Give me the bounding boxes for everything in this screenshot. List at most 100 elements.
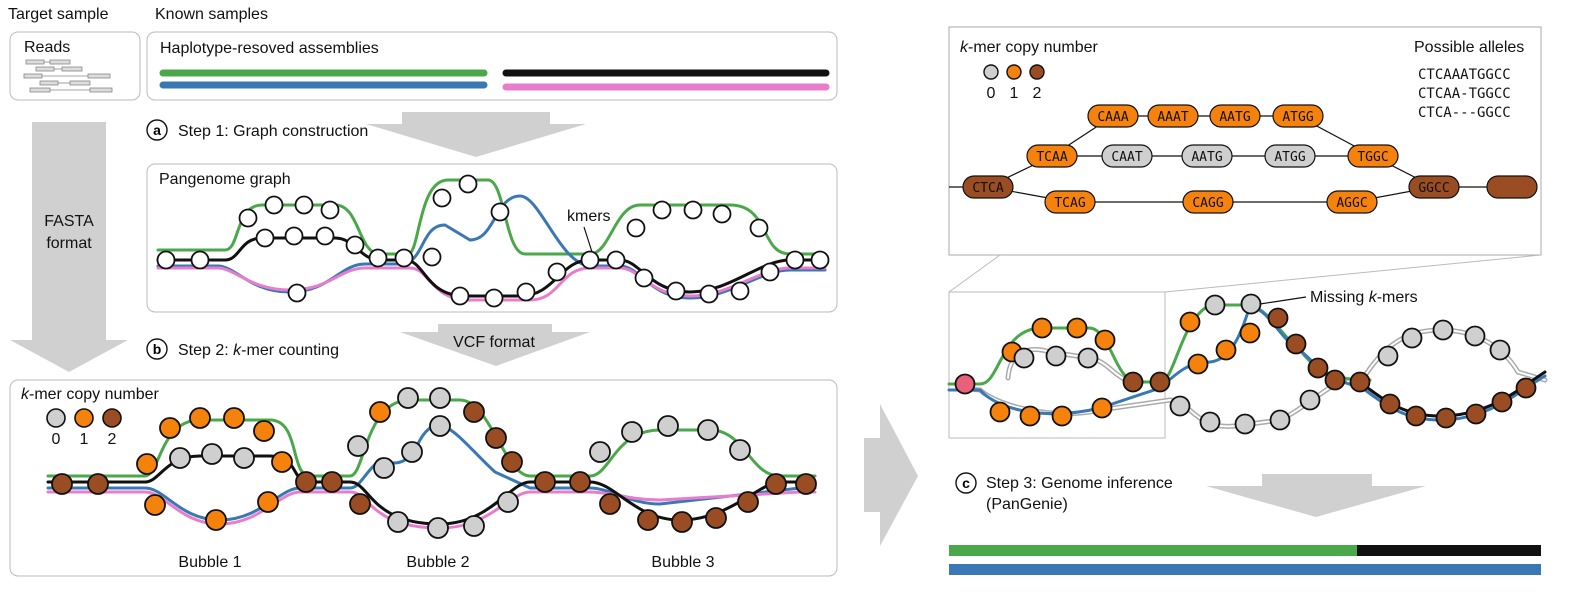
inf-node	[1239, 322, 1261, 344]
inf-node	[1267, 307, 1289, 329]
pg-node	[606, 250, 626, 270]
pg-node	[450, 286, 470, 306]
pangenome-title: Pangenome graph	[159, 171, 291, 188]
cn-node	[321, 471, 343, 493]
inf-node	[1149, 371, 1171, 393]
inf-node	[1489, 339, 1511, 361]
kmer-node-label: ATGG	[1282, 110, 1313, 125]
inf-node	[1349, 371, 1371, 393]
kmer-detail-box: k-mer copy number 0 1 2 Possible alleles…	[948, 26, 1542, 256]
vcf-label: VCF format	[453, 334, 535, 351]
pg-node	[810, 250, 830, 270]
kmer-node	[1272, 104, 1324, 128]
kmer-node-label: TCAA	[1036, 150, 1067, 165]
kmer-node-label: CAGG	[1192, 196, 1223, 211]
pg-node	[490, 202, 510, 222]
cn-node	[253, 420, 275, 442]
pg-node	[284, 226, 304, 246]
cn-node	[657, 415, 679, 437]
kmer-node	[962, 175, 1014, 199]
kmer-node-label: CAAT	[1111, 150, 1142, 165]
assemblies-label: Haplotype-resoved assemblies	[160, 40, 379, 57]
inf-node	[1187, 353, 1209, 375]
kmers-label: kmers	[567, 208, 611, 225]
inferred-hap1-black	[1357, 545, 1541, 556]
inf-node	[1234, 413, 1256, 435]
inf-node	[1091, 397, 1113, 419]
kmer-detail-title: k-mer copy number	[960, 39, 1098, 56]
cn-node	[87, 473, 109, 495]
cn-node	[257, 491, 279, 513]
pangenome-graph	[156, 174, 830, 308]
step-c-arrow	[1206, 474, 1426, 517]
pg-node	[394, 248, 414, 268]
cn-node	[599, 493, 621, 515]
zoom-connector-right	[1164, 254, 1542, 293]
cn-node	[144, 494, 166, 516]
pg-node	[255, 228, 275, 248]
pg-node	[190, 250, 210, 270]
inf-node	[1515, 377, 1537, 399]
kmer-node	[1347, 144, 1399, 168]
possible-alleles-title: Possible alleles	[1414, 39, 1524, 56]
inferred-hap1-green	[949, 545, 1357, 556]
pg-node	[712, 204, 732, 224]
cn-node	[223, 407, 245, 429]
cn-node	[347, 435, 369, 457]
kmer-node	[1326, 190, 1378, 214]
step-b-arrow	[400, 324, 590, 366]
pg-node	[432, 188, 452, 208]
pg-node	[652, 200, 672, 220]
cn-node	[463, 515, 485, 537]
inf-node	[1285, 333, 1307, 355]
step-a-letter: a	[153, 122, 161, 138]
cn-node	[501, 451, 523, 473]
kmer-node-label: AATG	[1219, 110, 1250, 125]
step-b: VCF format b Step 2: k-mer counting	[146, 324, 590, 366]
cn-node	[497, 491, 519, 513]
kmer-node	[1264, 144, 1316, 168]
fasta-label-line1: FASTA	[44, 213, 94, 230]
step-c: c Step 3: Genome inference (PanGenie)	[955, 472, 1426, 517]
missing-kmers-pointer	[1259, 296, 1307, 305]
inference-graph	[947, 293, 1548, 435]
reads-box: Reads	[9, 31, 141, 101]
kmer-node	[1209, 104, 1261, 128]
inf-node	[1432, 319, 1454, 341]
cn-node	[765, 473, 787, 495]
pg-node	[626, 218, 646, 238]
copy-legend: 0 1 2	[46, 408, 122, 448]
kmer-detail-legend: 0 1 2	[983, 64, 1045, 102]
step-a-text: Step 1: Graph construction	[178, 123, 368, 140]
pg-node	[785, 250, 805, 270]
cn-node	[463, 401, 485, 423]
inf-node	[1464, 325, 1486, 347]
detail-legend-2: 2	[1033, 85, 1042, 102]
inf-node	[1066, 317, 1088, 339]
big-right-arrow	[864, 404, 918, 546]
pg-node	[699, 284, 719, 304]
cn-node	[369, 401, 391, 423]
inf-node	[1269, 409, 1291, 431]
cn-node	[737, 491, 759, 513]
cn-node	[697, 419, 719, 441]
kmer-node-label: CTCA	[972, 181, 1003, 196]
cn-node	[671, 511, 693, 533]
kmer-node-label: TGGC	[1357, 150, 1388, 165]
inf-node	[1324, 369, 1346, 391]
copy-number-graph	[46, 387, 817, 539]
inf-node	[1377, 345, 1399, 367]
inferred-hap2-blue	[949, 564, 1541, 575]
cn-node	[136, 453, 158, 475]
kmer-node	[1147, 104, 1199, 128]
missing-kmers-label: Missing k-mers	[1310, 289, 1418, 306]
cn-node	[429, 415, 451, 437]
pg-node	[516, 282, 536, 302]
inf-node	[1077, 347, 1099, 369]
inf-node	[1435, 407, 1457, 429]
cn-node	[401, 441, 423, 463]
detail-legend-0: 0	[987, 85, 996, 102]
allele-1: CTCAAATGGCC	[1418, 67, 1511, 83]
kmer-node-label: AATG	[1191, 150, 1222, 165]
inf-node	[1019, 405, 1041, 427]
